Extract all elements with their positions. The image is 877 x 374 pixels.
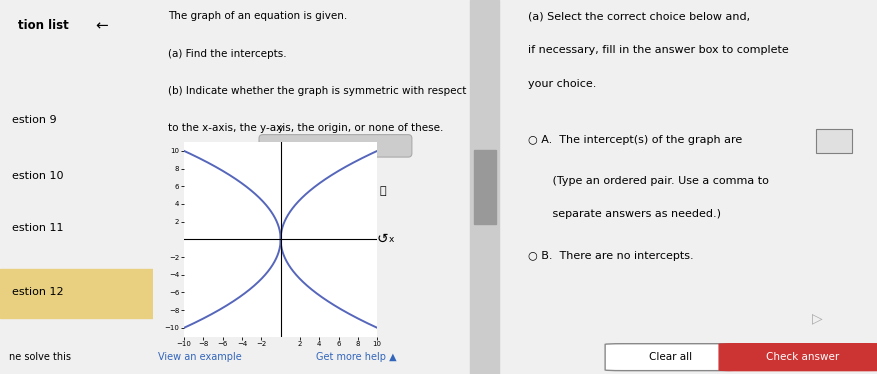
Text: separate answers as needed.): separate answers as needed.)	[528, 209, 721, 220]
Text: your choice.: your choice.	[528, 79, 596, 89]
Text: ↺: ↺	[377, 232, 389, 246]
Text: The graph of an equation is given.: The graph of an equation is given.	[168, 11, 347, 21]
Text: estion 9: estion 9	[12, 115, 57, 125]
Bar	[474, 150, 496, 224]
Text: View an example: View an example	[158, 352, 241, 362]
Text: x: x	[389, 235, 394, 244]
Text: estion 10: estion 10	[12, 171, 64, 181]
Bar	[0, 269, 153, 318]
Bar	[470, 0, 499, 374]
FancyBboxPatch shape	[605, 344, 737, 371]
Text: ○ B.  There are no intercepts.: ○ B. There are no intercepts.	[528, 251, 694, 261]
Text: to the x-axis, the y-axis, the origin, or none of these.: to the x-axis, the y-axis, the origin, o…	[168, 123, 444, 134]
Text: (Type an ordered pair. Use a comma to: (Type an ordered pair. Use a comma to	[528, 176, 769, 186]
Text: Check answer: Check answer	[766, 352, 839, 362]
Text: 🔍: 🔍	[380, 187, 386, 196]
Text: Clear all: Clear all	[649, 352, 693, 362]
Text: (b) Indicate whether the graph is symmetric with respect: (b) Indicate whether the graph is symmet…	[168, 86, 467, 96]
Text: ne solve this: ne solve this	[9, 352, 71, 362]
FancyBboxPatch shape	[259, 135, 412, 157]
Text: ▷: ▷	[812, 311, 823, 325]
FancyBboxPatch shape	[719, 344, 877, 371]
Text: (a) Select the correct choice below and,: (a) Select the correct choice below and,	[528, 11, 751, 21]
Text: y: y	[278, 124, 283, 133]
Text: tion list: tion list	[18, 19, 69, 32]
Bar	[816, 129, 852, 153]
Text: (a) Find the intercepts.: (a) Find the intercepts.	[168, 49, 287, 59]
Text: estion 11: estion 11	[12, 223, 64, 233]
Text: ○ A.  The intercept(s) of the graph are: ○ A. The intercept(s) of the graph are	[528, 135, 743, 145]
Text: estion 12: estion 12	[12, 287, 64, 297]
Text: ←: ←	[95, 19, 108, 34]
Text: Get more help ▲: Get more help ▲	[316, 352, 396, 362]
Text: if necessary, fill in the answer box to complete: if necessary, fill in the answer box to …	[528, 45, 789, 55]
